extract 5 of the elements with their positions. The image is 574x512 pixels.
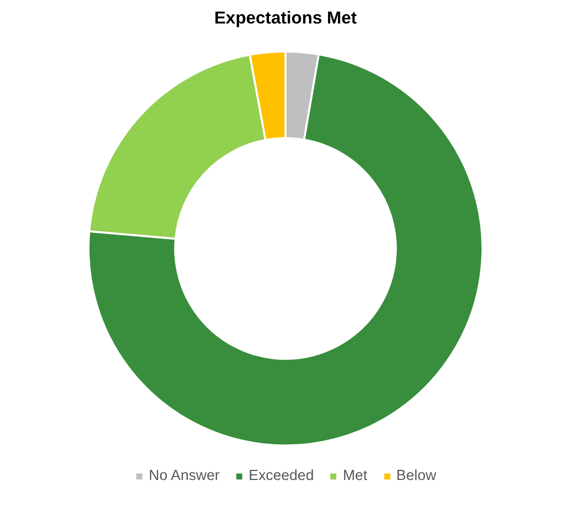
legend-label: Exceeded bbox=[248, 468, 314, 484]
legend-label: Met bbox=[342, 468, 368, 484]
legend-label: No Answer bbox=[148, 468, 220, 484]
chart-title: Expectations Met bbox=[214, 8, 357, 28]
legend-label: Below bbox=[396, 468, 436, 484]
